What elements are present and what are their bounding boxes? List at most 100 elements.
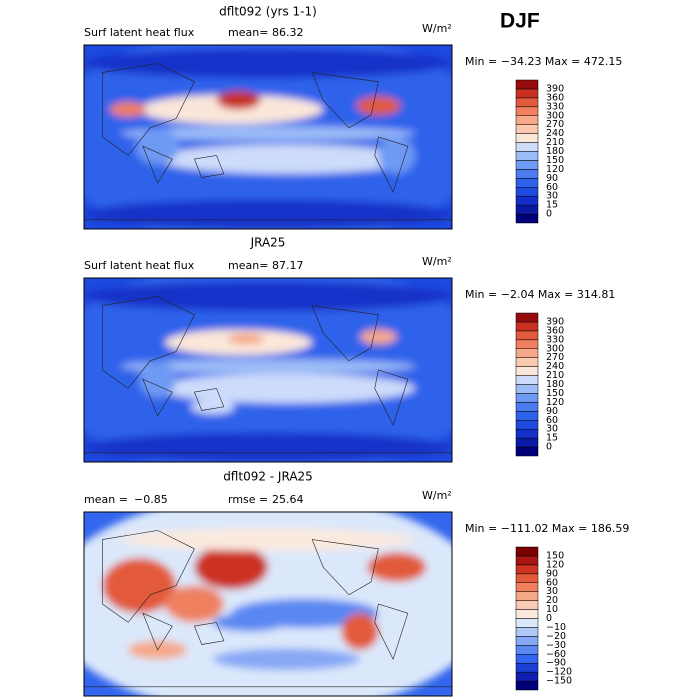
field-blob: [190, 399, 235, 415]
color-box: [515, 662, 539, 673]
coastline: [102, 296, 195, 389]
left-label: mean =: [84, 493, 128, 506]
colorbar-label: 270: [546, 119, 564, 130]
colorbar-label: 180: [546, 146, 564, 157]
stat-value: 87.17: [272, 259, 304, 272]
colorbar-label: 240: [546, 128, 564, 139]
colorbar-label: 330: [546, 334, 564, 345]
colorbar-label: 240: [546, 361, 564, 372]
color-box: [515, 546, 539, 557]
units: W/m²: [422, 255, 452, 268]
color-box: [515, 339, 539, 349]
colorbar-label: −20: [546, 631, 566, 642]
field: [84, 278, 452, 462]
field-blob: [120, 528, 416, 551]
min-max: Min = −2.04 Max = 314.81: [465, 288, 615, 301]
field: [84, 45, 452, 229]
field-blob: [212, 613, 287, 632]
stat-label: rmse =: [228, 493, 268, 506]
colorbar-label: −10: [546, 622, 566, 633]
color-box: [515, 142, 539, 152]
colorbar-label: 300: [546, 343, 564, 354]
colorbar-label: 30: [546, 191, 558, 202]
map-frame: [83, 277, 453, 463]
colorbar-label: 60: [546, 182, 558, 193]
color-box: [515, 88, 539, 99]
min-max: Min = −111.02 Max = 186.59: [465, 522, 629, 535]
color-box: [515, 312, 539, 323]
colorbar-label: 330: [546, 101, 564, 112]
color-box: [515, 348, 539, 358]
map: [84, 278, 452, 462]
colorbar-label: 390: [546, 83, 564, 94]
panel-title: dflt092 - JRA25: [223, 470, 313, 484]
stat-value: 86.32: [272, 26, 304, 39]
colorbar-label: 270: [546, 352, 564, 363]
colorbar-label: −120: [546, 667, 572, 678]
colorbar-label: 360: [546, 92, 564, 103]
coastline: [374, 603, 409, 660]
colorbar-label: 60: [546, 577, 558, 588]
colorbar-label: 90: [546, 173, 558, 184]
color-box: [515, 618, 539, 628]
field-blob: [84, 199, 452, 229]
color-box: [515, 321, 539, 332]
colorbar-label: −30: [546, 640, 566, 651]
color-box: [515, 582, 539, 592]
panel-title: dflt092 (yrs 1-1): [219, 5, 317, 19]
color-box: [515, 151, 539, 161]
field-blob: [139, 360, 177, 398]
color-box: [515, 680, 539, 691]
color-box: [515, 393, 539, 403]
field-blob: [109, 102, 147, 117]
field-blob: [216, 91, 261, 110]
color-box: [515, 330, 539, 341]
left-label: Surf latent heat flux: [84, 259, 195, 272]
field-blob: [367, 552, 427, 582]
units: W/m²: [422, 489, 452, 502]
field-blob: [139, 94, 324, 125]
color-box: [515, 600, 539, 610]
field-blob: [84, 432, 452, 462]
map-frame: [83, 44, 453, 230]
min-max: Min = −34.23 Max = 472.15: [465, 55, 622, 68]
color-box: [515, 169, 539, 179]
colorbar-label: 210: [546, 137, 564, 148]
color-box: [515, 437, 539, 448]
field-blob: [102, 558, 176, 614]
coastline: [193, 388, 225, 411]
coastline: [102, 530, 195, 623]
colorbar-label: 120: [546, 559, 564, 570]
colorbar-label: 0: [546, 442, 552, 453]
color-box: [515, 79, 539, 90]
colorbar-label: 300: [546, 110, 564, 121]
field-blob: [164, 585, 224, 623]
color-box: [515, 366, 539, 376]
left-value: −0.85: [134, 493, 168, 506]
field-blob: [120, 358, 416, 374]
color-box: [515, 115, 539, 125]
coastline: [142, 378, 173, 417]
color-box: [515, 204, 539, 215]
coastline: [311, 305, 379, 362]
color-box: [515, 555, 539, 566]
colorbar-label: 210: [546, 370, 564, 381]
field-blob: [360, 329, 397, 345]
colorbar-label: 20: [546, 595, 558, 606]
color-box: [515, 124, 539, 134]
color-box: [515, 357, 539, 367]
coastline: [193, 622, 225, 645]
colorbar-label: −90: [546, 658, 566, 669]
coastline: [193, 155, 225, 178]
coastline: [311, 72, 379, 129]
field-blob: [212, 648, 360, 671]
color-box: [515, 591, 539, 601]
colorbar-label: 120: [546, 397, 564, 408]
colorbar-label: 150: [546, 550, 564, 561]
colorbar-label: 0: [546, 613, 552, 624]
coastline: [311, 539, 379, 596]
colorbar-label: −60: [546, 649, 566, 660]
color-box: [515, 627, 539, 637]
